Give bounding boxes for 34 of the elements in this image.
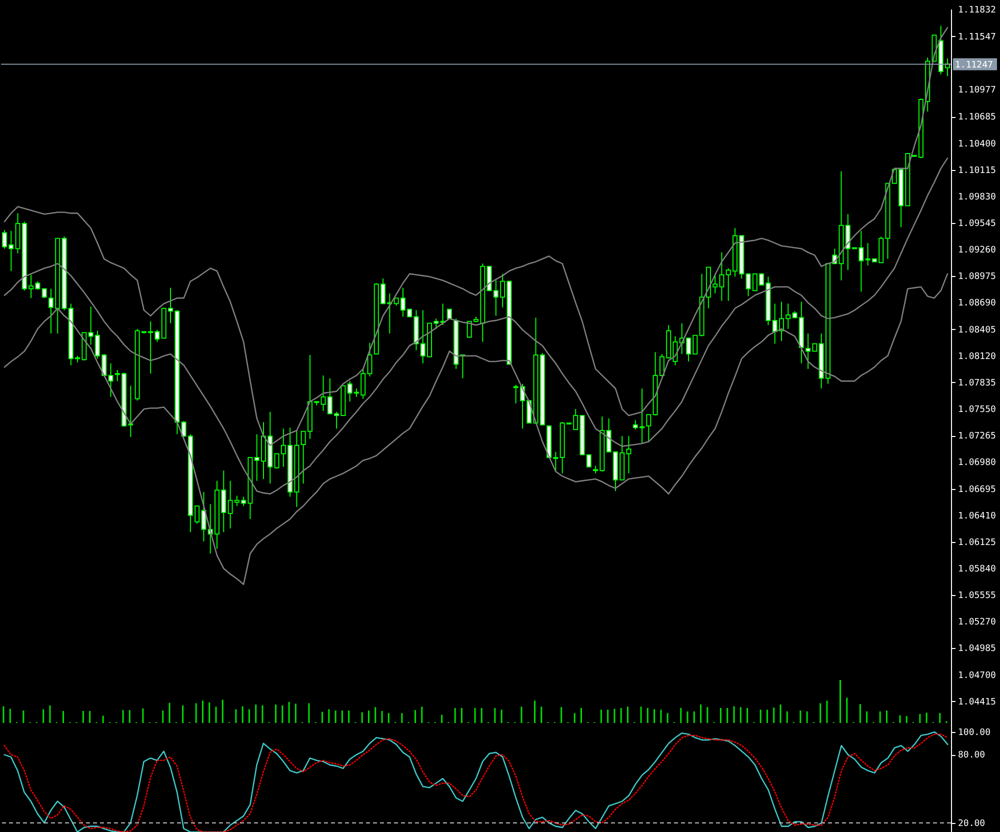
y-tick-label: 20.00: [958, 818, 986, 829]
y-tick-label: 1.09260: [958, 246, 996, 256]
y-tick-label: 1.06410: [958, 511, 996, 522]
y-tick-label: 1.08120: [958, 352, 996, 362]
y-tick-label: 1.11547: [958, 32, 996, 42]
y-tick-label: 1.08690: [958, 298, 996, 309]
y-tick-label: 1.04415: [958, 697, 996, 708]
y-tick-label: 1.09545: [958, 219, 996, 229]
ref-line-label: 1.11247: [955, 60, 993, 70]
y-tick-label: 1.06695: [958, 484, 996, 495]
y-tick-label: 1.05555: [958, 591, 996, 602]
line-series: [4, 273, 948, 585]
line-series: [4, 158, 948, 495]
y-tick-label: 1.10115: [958, 166, 996, 176]
y-tick-label: 1.10685: [958, 112, 996, 123]
y-tick-label: 1.06125: [958, 538, 996, 548]
y-tick-label: 1.04985: [958, 644, 996, 654]
candlestick: [42, 288, 47, 299]
y-tick-label: 1.08405: [958, 325, 996, 336]
y-tick-label: 1.07265: [958, 432, 996, 442]
y-tick-label: 1.05270: [958, 618, 996, 628]
y-tick-label: 1.06980: [958, 458, 996, 468]
y-tick-label: 100.00: [958, 728, 991, 738]
y-tick-label: 1.04700: [958, 670, 996, 681]
y-tick-label: 1.09830: [958, 192, 996, 202]
y-tick-label: 1.08975: [958, 272, 996, 282]
y-tick-label: 1.05840: [958, 564, 996, 574]
y-tick-label: 1.07550: [958, 405, 996, 416]
y-tick-label: 1.10977: [958, 85, 996, 96]
y-tick-label: 80.00: [958, 750, 986, 761]
y-tick-label: 1.11832: [958, 6, 996, 16]
y-tick-label: 1.10400: [958, 139, 996, 150]
y-tick-label: 1.07835: [958, 378, 996, 388]
line-series: [4, 27, 948, 446]
